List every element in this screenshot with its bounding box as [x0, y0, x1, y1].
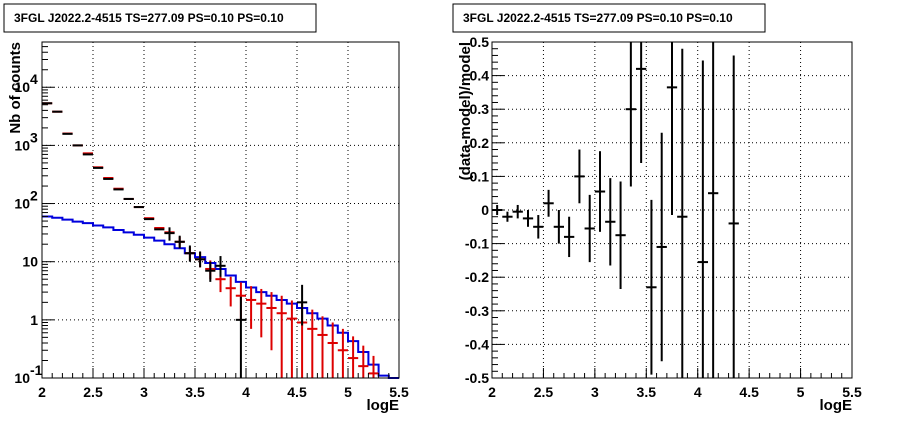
counts-model-point	[225, 276, 236, 307]
residual-x-tick-label: 3.5	[637, 384, 657, 400]
counts-model-point	[348, 336, 359, 378]
counts-x-tick-label: 5.5	[389, 384, 409, 400]
counts-model-point	[246, 286, 257, 329]
residual-point	[594, 151, 606, 232]
counts-marks	[42, 102, 399, 379]
counts-x-tick-label: 5	[344, 384, 352, 400]
residual-point	[533, 215, 544, 239]
counts-data-point	[184, 245, 195, 262]
counts-y-tick-exponent: 4	[30, 71, 38, 87]
residual-point	[584, 194, 595, 263]
residual-x-tick-label: 4	[694, 384, 702, 400]
residual-point	[656, 132, 667, 362]
counts-y-tick-label: 10	[14, 370, 30, 386]
counts-x-tick-label: 3	[140, 384, 148, 400]
residual-y-tick-label: 0	[481, 202, 489, 218]
counts-y-tick-exponent: -1	[30, 362, 43, 378]
counts-grid	[42, 42, 399, 378]
counts-model-point	[327, 322, 338, 378]
residual-point	[553, 210, 564, 244]
residual-x-tick-label: 5.5	[842, 384, 862, 400]
residual-x-tick-label: 3	[591, 384, 599, 400]
residual-marks	[492, 42, 739, 378]
counts-model-point	[286, 300, 297, 378]
residual-y-tick-label: 0.4	[470, 68, 490, 84]
residual-y-axis-label: (data-model)/model	[457, 42, 474, 180]
counts-x-tick-label: 2.5	[83, 384, 103, 400]
residual-y-tick-label: 0.3	[470, 101, 490, 117]
counts-panel: 3FGL J2022.2-4515 TS=277.09 PS=0.10 PS=0…	[3, 3, 409, 414]
residual-y-tick-label: -0.3	[465, 303, 489, 319]
counts-y-tick-label: 10	[14, 196, 30, 212]
counts-frame	[41, 41, 400, 379]
counts-data-point	[297, 284, 308, 326]
residual-point	[564, 216, 575, 258]
counts-data-point	[164, 227, 175, 241]
counts-model-point	[256, 288, 267, 338]
residual-title: 3FGL J2022.2-4515 TS=277.09 PS=0.10 PS=0…	[463, 11, 733, 25]
counts-model-point	[266, 292, 277, 351]
counts-title: 3FGL J2022.2-4515 TS=277.09 PS=0.10 PS=0…	[14, 11, 284, 25]
counts-data-point	[195, 251, 206, 268]
counts-y-tick-exponent: 2	[30, 188, 38, 204]
counts-y-tick-exponent: 3	[30, 129, 38, 145]
counts-y-tick-label: 10	[22, 254, 38, 270]
residual-ticks: 2 2.5 3 3.5 4 4.5 5 5.5 -0.5 -0.4 -0.3 -0.2 -0.1 0 0.1…	[465, 34, 862, 400]
counts-x-tick-label: 3.5	[185, 384, 205, 400]
residual-point	[543, 189, 554, 217]
residual-panel: 3FGL J2022.2-4515 TS=277.09 PS=0.10 PS=0…	[452, 3, 862, 414]
residual-point	[615, 181, 626, 289]
residual-y-tick-label: 0.1	[470, 168, 490, 184]
residual-y-tick-label: -0.5	[465, 370, 489, 386]
counts-model-point	[276, 295, 287, 378]
residual-point	[502, 211, 513, 222]
residual-x-axis-label: logE	[820, 397, 853, 414]
residual-y-tick-label: 0.2	[470, 135, 490, 151]
counts-data-point	[174, 235, 185, 249]
counts-data-point	[235, 296, 246, 378]
residual-x-tick-label: 5	[797, 384, 805, 400]
residual-point	[697, 60, 708, 378]
residual-point	[636, 42, 647, 163]
counts-y-tick-label: 10	[14, 79, 30, 95]
residual-point	[646, 199, 657, 375]
residual-point	[728, 55, 739, 378]
counts-title-box	[3, 3, 317, 33]
counts-x-axis-label: logE	[367, 397, 400, 414]
counts-y-tick-label: 1	[30, 312, 38, 328]
counts-background-step-line	[42, 215, 399, 379]
counts-x-tick-label: 2	[38, 384, 46, 400]
residual-y-tick-label: -0.2	[465, 269, 489, 285]
residual-point	[512, 204, 523, 219]
counts-x-tick-label: 4	[242, 384, 250, 400]
counts-model-point	[317, 316, 328, 378]
counts-data-point	[215, 256, 226, 277]
residual-point	[708, 42, 719, 378]
residual-point	[574, 149, 585, 204]
residual-point	[666, 42, 678, 216]
counts-x-tick-label: 4.5	[287, 384, 307, 400]
residual-y-tick-label: -0.4	[465, 336, 489, 352]
residual-y-tick-label: 0.5	[470, 34, 490, 50]
residual-x-tick-label: 2.5	[534, 384, 554, 400]
counts-model-point	[307, 309, 318, 378]
residual-x-tick-label: 4.5	[739, 384, 759, 400]
counts-model-point	[337, 328, 348, 378]
residual-point	[605, 178, 616, 266]
counts-y-axis-label: Nb of counts	[7, 42, 24, 134]
counts-data-point	[205, 261, 216, 282]
counts-y-tick-label: 10	[14, 137, 30, 153]
residual-x-tick-label: 2	[488, 384, 496, 400]
residual-point	[677, 48, 688, 378]
residual-y-tick-label: -0.1	[465, 236, 489, 252]
residual-title-box	[452, 3, 766, 33]
residual-point	[625, 42, 636, 187]
residual-point	[522, 210, 534, 227]
counts-model-point	[368, 355, 379, 378]
counts-model-point	[358, 345, 369, 378]
